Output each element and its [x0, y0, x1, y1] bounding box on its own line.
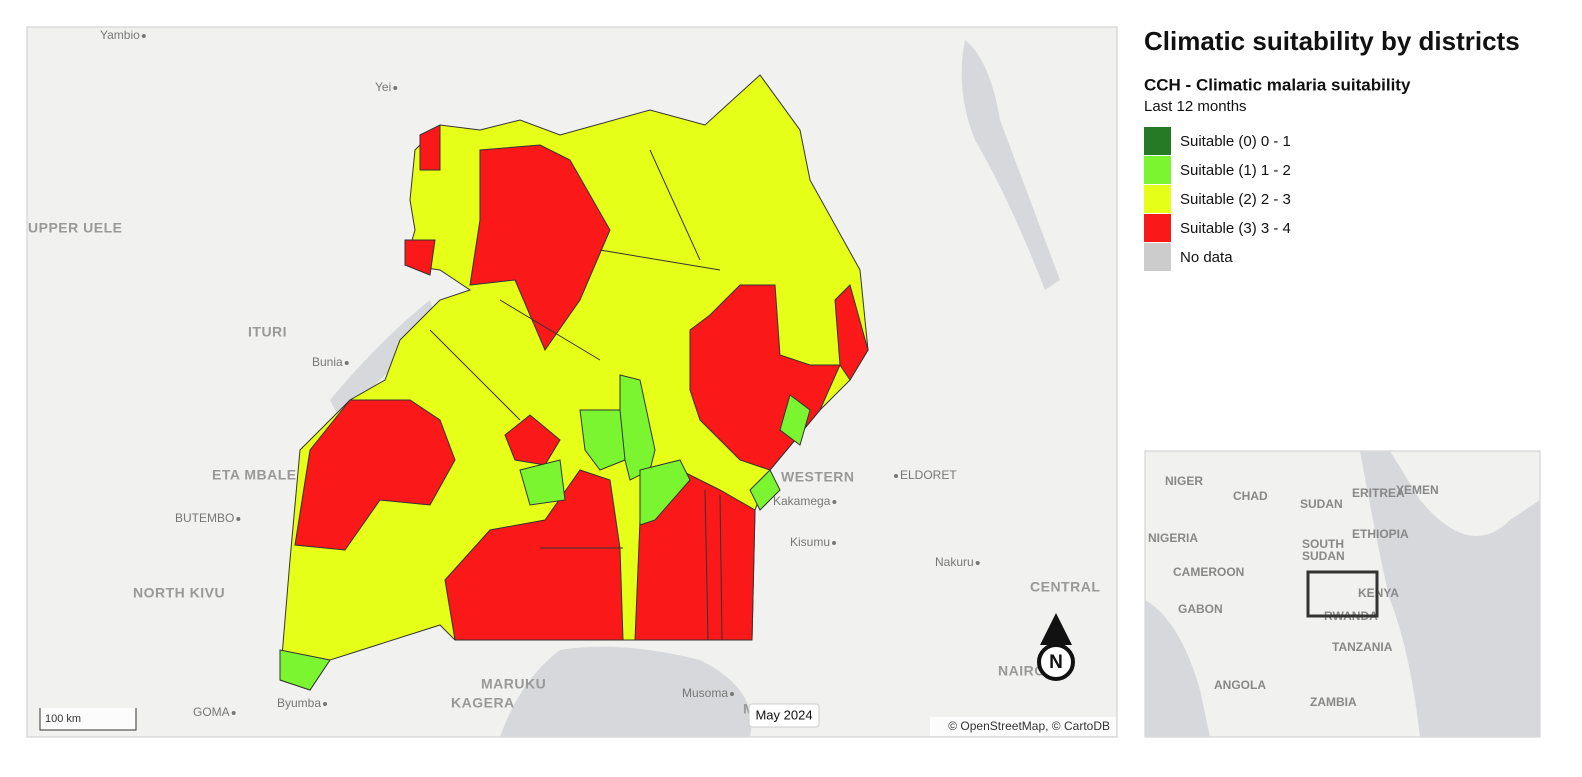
inset-label: NIGERIA — [1148, 531, 1198, 545]
map-labels: Yambio Yei UPPER UELE ITURI Bunia ETA MBALE BU… — [28, 28, 1100, 719]
region-label: WESTERN — [781, 469, 855, 485]
city-label: Kakamega — [773, 494, 831, 508]
region-label: MARUKU — [481, 676, 546, 692]
inset-label: SUDAN — [1302, 549, 1345, 563]
city-label: GOMA — [193, 705, 230, 719]
inset-label: YEMEN — [1396, 483, 1439, 497]
region-label: CENTRAL — [1030, 579, 1100, 595]
city-dot — [730, 692, 735, 696]
inset-label: TANZANIA — [1332, 640, 1393, 654]
inset-label: SOUTH — [1302, 537, 1344, 551]
city-label: BUTEMBO — [175, 511, 234, 525]
inset-label: NIGER — [1165, 474, 1203, 488]
city-dot — [832, 541, 837, 545]
inset-water — [1145, 451, 1540, 737]
region-label: UPPER UELE — [28, 220, 122, 236]
region-label: NORTH KIVU — [133, 585, 225, 601]
scale-box — [40, 708, 136, 730]
district-borders — [429, 149, 723, 641]
legend-label: Suitable (3) 3 - 4 — [1180, 220, 1291, 237]
inset-label: CHAD — [1233, 489, 1268, 503]
legend-swatch — [1144, 127, 1171, 155]
city-dot — [344, 361, 349, 365]
legend-label: Suitable (2) 2 - 3 — [1180, 191, 1291, 208]
date-box — [748, 703, 820, 728]
attribution: © OpenStreetMap, © CartoDB — [948, 719, 1110, 733]
city-dot — [894, 474, 898, 478]
city-dot — [393, 86, 398, 90]
legend-swatch — [1144, 243, 1171, 271]
compass-label: N — [1049, 652, 1063, 673]
period: Last 12 months — [1144, 98, 1247, 115]
inset-label: KENYA — [1358, 586, 1399, 600]
inset-label: ANGOLA — [1214, 678, 1266, 692]
compass-ring — [1037, 643, 1075, 681]
city-label: Bunia — [312, 355, 343, 369]
indicator: CCH - Climatic malaria suitability — [1144, 75, 1411, 94]
inset-label: ZAMBIA — [1310, 695, 1357, 709]
lake — [500, 646, 752, 737]
city-label: Byumba — [277, 696, 321, 710]
region-label: ITURI — [248, 324, 287, 340]
inset-label: ERITREA — [1352, 486, 1405, 500]
legend-swatch — [1144, 185, 1171, 213]
green-districts — [279, 374, 811, 691]
inset-label: CAMEROON — [1173, 565, 1244, 579]
region-label: KAGERA — [451, 695, 515, 711]
legend-label: Suitable (0) 0 - 1 — [1180, 133, 1291, 150]
city-label: Yambio — [100, 28, 140, 42]
inset-label: GABON — [1178, 602, 1223, 616]
city-dot — [236, 517, 241, 521]
date: May 2024 — [755, 707, 812, 722]
legend: Suitable (0) 0 - 1 Suitable (1) 1 - 2 Suit… — [1144, 127, 1291, 271]
region-label: ETA MBALE — [212, 467, 297, 483]
city-label: Nakuru — [935, 555, 974, 569]
city-dot — [323, 702, 328, 706]
legend-label: No data — [1180, 249, 1233, 266]
city-label: Kisumu — [790, 535, 830, 549]
city-label: Musoma — [682, 686, 728, 700]
scale-label: 100 km — [45, 713, 81, 725]
city-dot — [141, 34, 146, 38]
lake — [330, 300, 432, 420]
city-label: ELDORET — [900, 468, 957, 482]
inset-label: SUDAN — [1300, 497, 1343, 511]
city-label: Yei — [375, 80, 391, 94]
city-dot — [231, 711, 236, 715]
city-dot — [975, 561, 980, 565]
region-label: NAIRO — [998, 663, 1046, 679]
city-dot — [832, 500, 837, 504]
inset-label: ETHIOPIA — [1352, 527, 1409, 541]
title: Climatic suitability by districts — [1144, 26, 1520, 56]
lake — [961, 40, 1060, 290]
scale-bar — [39, 708, 137, 731]
inset-extent — [1306, 570, 1379, 618]
legend-swatch — [1144, 214, 1171, 242]
compass-arrow — [1040, 613, 1072, 645]
legend-swatch — [1144, 156, 1171, 184]
attribution-box — [930, 717, 1116, 736]
legend-label: Suitable (1) 1 - 2 — [1180, 162, 1291, 179]
